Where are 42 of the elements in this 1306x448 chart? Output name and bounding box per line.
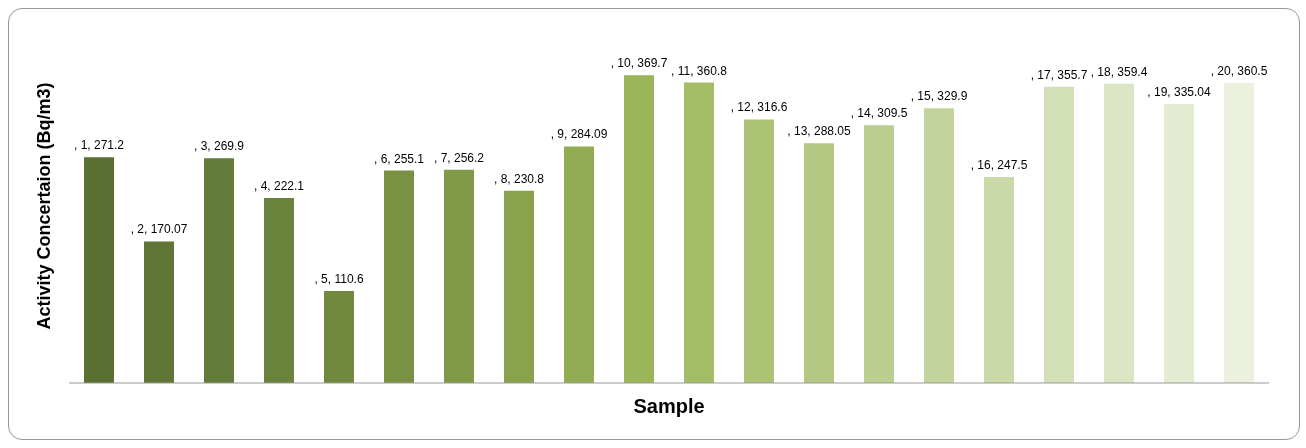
data-label: , 6, 255.1 — [373, 151, 425, 166]
bar — [444, 169, 474, 383]
bar — [804, 143, 834, 383]
data-label: , 2, 170.07 — [130, 222, 188, 237]
data-label: , 12, 316.6 — [730, 100, 788, 115]
data-label: , 5, 110.6 — [314, 271, 364, 286]
bar — [744, 119, 774, 383]
data-label: , 3, 269.9 — [193, 139, 245, 154]
data-label: , 4, 222.1 — [253, 179, 305, 194]
bar — [564, 146, 594, 383]
data-label: , 10, 369.7 — [610, 56, 668, 71]
bar — [204, 158, 234, 383]
data-label: , 16, 247.5 — [970, 157, 1028, 172]
data-label: , 19, 335.04 — [1147, 85, 1212, 100]
bar — [684, 82, 714, 383]
x-axis-title: Sample — [633, 395, 705, 417]
data-label: , 17, 355.7 — [1030, 67, 1088, 82]
data-label: , 9, 284.09 — [550, 127, 608, 142]
bar — [264, 198, 294, 383]
bar — [984, 176, 1014, 383]
bar — [144, 241, 174, 383]
bar — [1044, 86, 1074, 383]
y-axis-title: Activity Concertaion (Bq/m3) — [34, 82, 55, 330]
bar — [924, 108, 954, 383]
bar — [1104, 83, 1134, 383]
bar — [1164, 104, 1194, 383]
bar — [864, 125, 894, 383]
bar — [84, 157, 114, 383]
data-label: , 8, 230.8 — [493, 171, 545, 186]
bar — [624, 75, 654, 383]
data-label: , 1, 271.2 — [73, 138, 125, 153]
bar — [1224, 82, 1254, 383]
bar — [324, 290, 354, 383]
data-label: , 14, 309.5 — [850, 106, 908, 121]
data-label: , 13, 288.05 — [787, 124, 852, 139]
data-label: , 7, 256.2 — [433, 150, 485, 165]
data-label: , 11, 360.8 — [671, 63, 728, 78]
data-label: , 20, 360.5 — [1210, 63, 1268, 78]
data-label: , 15, 329.9 — [910, 89, 968, 104]
bar — [384, 170, 414, 383]
data-label: , 18, 359.4 — [1090, 64, 1148, 79]
bar — [504, 190, 534, 383]
